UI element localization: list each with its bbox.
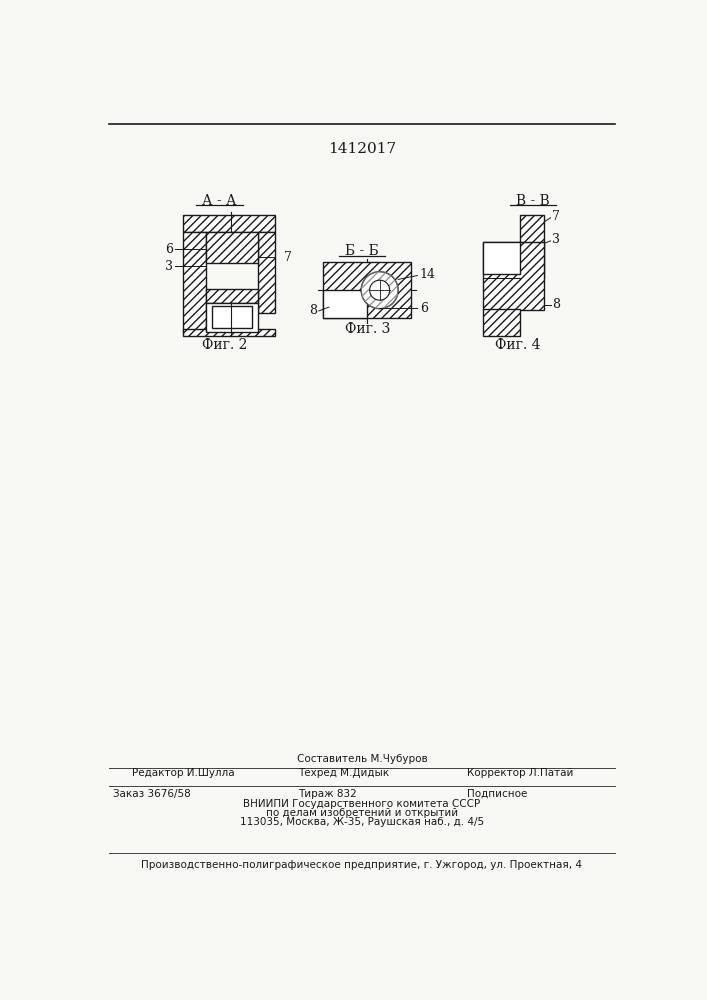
Text: 7: 7 — [284, 251, 292, 264]
Text: 7: 7 — [552, 210, 560, 223]
Text: Производственно-полиграфическое предприятие, г. Ужгород, ул. Проектная, 4: Производственно-полиграфическое предприя… — [141, 860, 583, 870]
Text: 6: 6 — [420, 302, 428, 315]
Text: Фиг. 4: Фиг. 4 — [495, 338, 540, 352]
Bar — [322, 290, 366, 318]
Bar — [182, 329, 275, 336]
Bar — [483, 242, 520, 274]
Text: А - А: А - А — [202, 194, 237, 208]
Text: 14: 14 — [420, 267, 436, 280]
Text: 1412017: 1412017 — [328, 142, 396, 156]
Text: Редактор И.Шулла: Редактор И.Шулла — [132, 768, 235, 778]
Bar — [258, 232, 275, 312]
Bar — [212, 306, 252, 328]
Text: по делам изобретений и открытий: по делам изобретений и открытий — [266, 808, 458, 818]
Text: Фиг. 3: Фиг. 3 — [344, 322, 390, 336]
Text: Техред М.Дидык: Техред М.Дидык — [298, 768, 389, 778]
Text: 113035, Москва, Ж-35, Раушская наб., д. 4/5: 113035, Москва, Ж-35, Раушская наб., д. … — [240, 817, 484, 827]
Bar — [483, 309, 520, 336]
Bar — [182, 232, 206, 332]
Bar — [322, 262, 411, 318]
Circle shape — [361, 272, 398, 309]
Text: 3: 3 — [552, 233, 560, 246]
Text: Составитель М.Чубуров: Составитель М.Чубуров — [296, 754, 427, 764]
Text: В - В: В - В — [516, 194, 550, 208]
Text: Тираж 832: Тираж 832 — [298, 789, 357, 799]
Text: 6: 6 — [165, 243, 173, 256]
Text: 8: 8 — [552, 298, 560, 311]
Text: 3: 3 — [165, 260, 173, 273]
Text: Б - Б: Б - Б — [345, 244, 379, 258]
Bar — [206, 232, 258, 263]
Bar — [483, 242, 544, 310]
Bar — [206, 289, 258, 303]
Text: Фиг. 2: Фиг. 2 — [202, 338, 247, 352]
Text: ВНИИПИ Государственного комитета СССР: ВНИИПИ Государственного комитета СССР — [243, 799, 481, 809]
Circle shape — [370, 280, 390, 300]
Text: 8: 8 — [309, 304, 317, 317]
Text: Подписное: Подписное — [467, 789, 528, 799]
Bar — [520, 215, 544, 278]
Text: Корректор Л.Патай: Корректор Л.Патай — [467, 768, 574, 778]
Bar — [182, 215, 275, 232]
Text: Заказ 3676/58: Заказ 3676/58 — [113, 789, 191, 799]
Bar — [206, 303, 258, 332]
